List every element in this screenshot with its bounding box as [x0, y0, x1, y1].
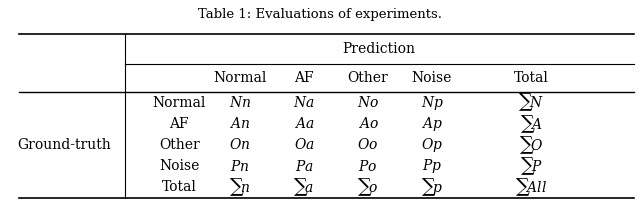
Text: $\sum\!O$: $\sum\!O$ [519, 134, 543, 156]
Text: $\sum\!P$: $\sum\!P$ [520, 155, 543, 177]
Text: Normal: Normal [152, 96, 206, 109]
Text: $\mathit{Pa}$: $\mathit{Pa}$ [294, 159, 314, 174]
Text: $\sum\!o$: $\sum\!o$ [357, 177, 379, 198]
Text: $\sum\!N$: $\sum\!N$ [518, 92, 545, 113]
Text: Total: Total [162, 180, 196, 194]
Text: $\mathit{Op}$: $\mathit{Op}$ [421, 136, 443, 154]
Text: $\mathit{Np}$: $\mathit{Np}$ [420, 94, 444, 112]
Text: AF: AF [170, 117, 189, 131]
Text: Noise: Noise [159, 159, 200, 173]
Text: $\mathit{Ao}$: $\mathit{Ao}$ [358, 116, 378, 131]
Text: AF: AF [294, 71, 314, 85]
Text: Other: Other [159, 138, 200, 152]
Text: Prediction: Prediction [342, 42, 416, 56]
Text: $\mathit{Oo}$: $\mathit{Oo}$ [357, 137, 379, 153]
Text: $\sum\!a$: $\sum\!a$ [293, 177, 315, 198]
Text: $\mathit{Ap}$: $\mathit{Ap}$ [421, 115, 443, 133]
Text: $\mathit{An}$: $\mathit{An}$ [230, 116, 250, 131]
Text: $\mathit{Aa}$: $\mathit{Aa}$ [294, 116, 314, 131]
Text: $\sum\!n$: $\sum\!n$ [229, 177, 251, 198]
Text: Ground-truth: Ground-truth [17, 138, 111, 152]
Text: $\mathit{On}$: $\mathit{On}$ [229, 137, 251, 153]
Text: $\mathit{Pp}$: $\mathit{Pp}$ [422, 157, 442, 175]
Text: $\mathit{Po}$: $\mathit{Po}$ [358, 159, 378, 174]
Text: $\mathit{No}$: $\mathit{No}$ [357, 95, 379, 110]
Text: $\sum\!\mathit{All}$: $\sum\!\mathit{All}$ [515, 177, 547, 198]
Text: Other: Other [348, 71, 388, 85]
Text: Table 1: Evaluations of experiments.: Table 1: Evaluations of experiments. [198, 8, 442, 21]
Text: $\sum\!A$: $\sum\!A$ [520, 113, 543, 135]
Text: $\mathit{Pn}$: $\mathit{Pn}$ [230, 159, 250, 174]
Text: Total: Total [514, 71, 548, 85]
Text: $\mathit{Oa}$: $\mathit{Oa}$ [294, 137, 314, 153]
Text: Normal: Normal [213, 71, 267, 85]
Text: $\mathit{Na}$: $\mathit{Na}$ [293, 95, 315, 110]
Text: $\sum\!p$: $\sum\!p$ [421, 177, 443, 198]
Text: Noise: Noise [412, 71, 452, 85]
Text: $\mathit{Nn}$: $\mathit{Nn}$ [229, 95, 251, 110]
